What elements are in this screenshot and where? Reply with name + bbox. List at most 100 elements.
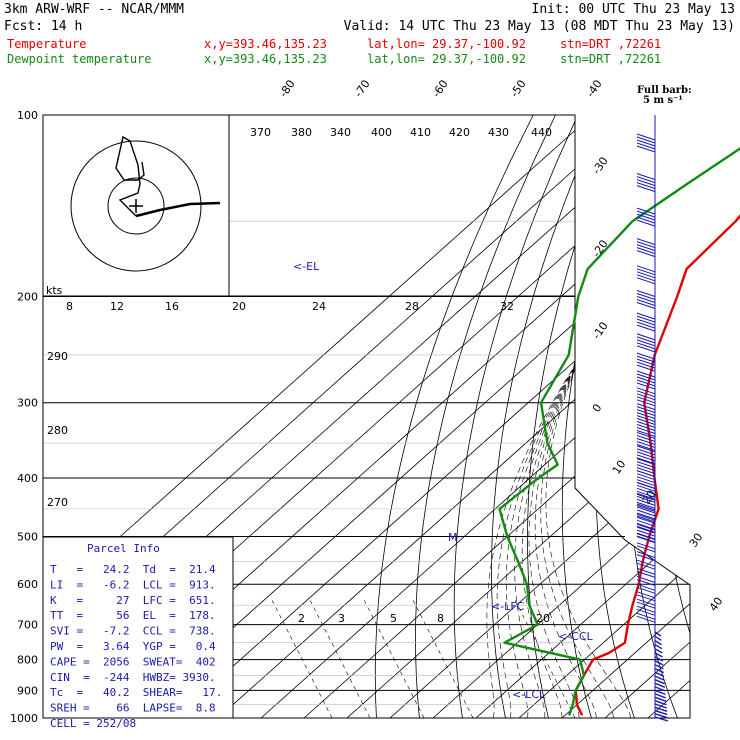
mixing-ratio-line xyxy=(271,599,333,718)
wind-barb-low xyxy=(654,631,662,637)
hodograph-ring xyxy=(107,177,165,235)
wind-barb-low xyxy=(654,675,665,681)
parcel-info-row: LI = -6.2 LCL = 913. xyxy=(50,578,216,591)
pressure-label-300: 300 xyxy=(17,397,38,410)
isotherm-line xyxy=(518,115,690,718)
theta-label: 440 xyxy=(531,126,552,139)
theta-left-label: 280 xyxy=(47,424,68,437)
isotherm-label: -10 xyxy=(590,320,611,342)
temperature-station: stn=DRT ,72261 xyxy=(560,37,661,51)
init-time: Init: 00 UTC Thu 23 May 13 xyxy=(532,2,736,17)
temperature-legend: Temperature xyxy=(7,37,86,51)
temperature-latlon: lat,lon= 29.37,-100.92 xyxy=(367,37,526,51)
dewpoint-station: stn=DRT ,72261 xyxy=(560,52,661,66)
wind-barb-low xyxy=(654,660,664,666)
hodograph-center xyxy=(129,199,143,213)
speed-label: 8 xyxy=(66,300,73,313)
isotherm-line xyxy=(174,115,690,718)
moist-adiabat xyxy=(505,354,582,718)
wind-barb-low xyxy=(654,703,667,709)
wind-barb xyxy=(636,513,656,533)
moist-adiabat xyxy=(545,354,632,718)
wind-barb-low xyxy=(654,686,666,692)
wind-barb xyxy=(636,598,656,609)
level-marker: <-CCL xyxy=(558,630,594,643)
barb-legend: Full barb: xyxy=(637,85,692,96)
mixing-ratio-label: 5 xyxy=(390,612,397,625)
wind-barb xyxy=(636,403,656,423)
pressure-label-600: 600 xyxy=(17,578,38,591)
moist-adiabat xyxy=(514,354,582,718)
isotherm-line xyxy=(691,115,740,718)
level-marker: <-LCL xyxy=(512,688,546,701)
dry-adiabat xyxy=(691,115,740,718)
wind-barb-low xyxy=(654,635,662,641)
wind-barb xyxy=(636,432,656,451)
wind-barb xyxy=(636,352,656,372)
temperature-xy: x,y=393.46,135.23 xyxy=(204,37,327,51)
wind-barb-low xyxy=(654,644,663,650)
wind-barb-low xyxy=(654,648,663,654)
pressure-label-200: 200 xyxy=(17,291,38,304)
isotherm-label: -30 xyxy=(590,155,611,177)
wind-barb-low xyxy=(654,682,666,688)
wind-barb-low xyxy=(654,640,662,646)
wind-barb xyxy=(636,207,656,227)
level-marker: <-LFC xyxy=(491,600,525,613)
parcel-info-row: Tc = 40.2 SHEAR= 17. xyxy=(50,686,222,699)
wind-barb-low xyxy=(654,689,666,696)
wind-barb-low xyxy=(654,709,668,716)
parcel-info-row: CAPE = 2056 SWEAT= 402 xyxy=(50,655,216,668)
isotherm-label: 30 xyxy=(687,531,706,550)
wind-barb xyxy=(636,542,656,553)
mixing-ratio-label: 8 xyxy=(437,612,444,625)
speed-label: 20 xyxy=(232,300,246,313)
theta-label: 410 xyxy=(410,126,431,139)
moist-adiabat xyxy=(528,354,582,718)
isotherm-label: -70 xyxy=(352,78,373,100)
isotherm-label: -40 xyxy=(584,78,605,100)
pressure-label-1000: 1000 xyxy=(10,712,38,725)
mixing-ratio-line xyxy=(514,599,576,718)
pressure-label-100: 100 xyxy=(17,109,38,122)
mixing-ratio-label: 3 xyxy=(338,612,345,625)
isotherm-line xyxy=(432,115,690,718)
wind-barb xyxy=(636,333,656,353)
wind-barb-low xyxy=(654,656,664,662)
isotherm-line xyxy=(647,115,690,718)
isotherm-line xyxy=(217,115,690,718)
wind-barb xyxy=(636,290,656,309)
isotherm-line xyxy=(260,115,690,718)
isotherm-label: -50 xyxy=(508,78,529,100)
theta-label: 380 xyxy=(291,126,312,139)
speed-label: 24 xyxy=(312,300,326,313)
isotherm-label: 40 xyxy=(707,595,726,614)
isotherm-line xyxy=(43,115,593,718)
model-title: 3km ARW-WRF -- NCAR/MMM xyxy=(4,2,184,17)
wind-barb xyxy=(636,523,656,543)
parcel-info-row: K = 27 LFC = 651. xyxy=(50,594,216,607)
pressure-label-500: 500 xyxy=(17,530,38,543)
mixing-ratio-label: 2 xyxy=(298,612,305,625)
speed-label: 12 xyxy=(110,300,124,313)
mixing-ratio-line xyxy=(363,599,425,718)
dewpoint-legend: Dewpoint temperature xyxy=(7,52,152,66)
wind-barb xyxy=(636,312,656,332)
isotherm-line xyxy=(389,115,690,718)
wind-barb-low xyxy=(654,693,667,699)
parcel-info-row: CIN = -244 HWBZ= 3930. xyxy=(50,671,216,684)
parcel-info-row: SREH = 66 LAPSE= 8.8 xyxy=(50,702,216,715)
speed-label: 16 xyxy=(165,300,179,313)
parcel-info-title: Parcel Info xyxy=(87,542,160,555)
hodograph-trace-lower xyxy=(135,201,221,218)
wind-barb-low xyxy=(654,667,664,674)
wind-barb xyxy=(636,591,656,602)
parcel-info-row: T = 24.2 Td = 21.4 xyxy=(50,563,216,576)
parcel-info-row: CELL = 252/08 xyxy=(50,717,136,730)
wind-barb xyxy=(636,605,656,616)
dry-adiabat xyxy=(491,115,601,718)
wind-barb-low xyxy=(654,716,669,722)
theta-label: 370 xyxy=(250,126,271,139)
speed-label: 32 xyxy=(500,300,514,313)
